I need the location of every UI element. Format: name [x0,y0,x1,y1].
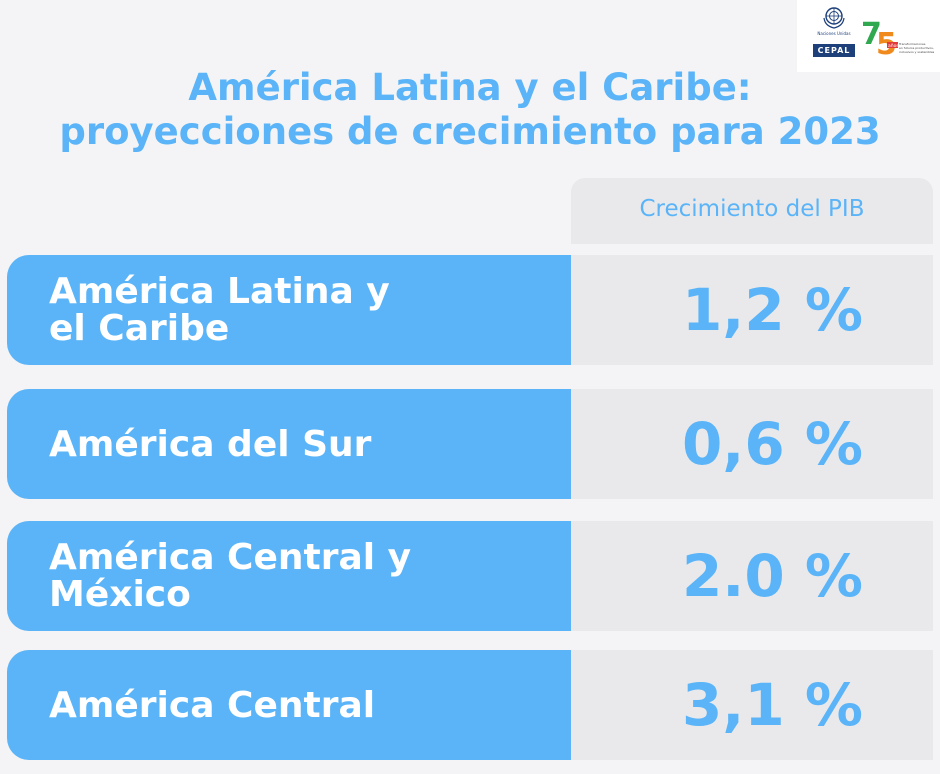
growth-cell: 0,6 % [571,389,933,499]
region-cell: América Latina y el Caribe [7,255,571,365]
growth-cell: 1,2 % [571,255,933,365]
un-label: Naciones Unidas [817,31,851,36]
table-row-central-america-mexico: América Central y México 2.0 % [7,521,933,631]
title-line-2: proyecciones de crecimiento para 2023 [59,110,881,153]
region-cell: América Central [7,650,571,760]
growth-cell: 2.0 % [571,521,933,631]
svg-text:años: años [888,43,899,49]
svg-text:7: 7 [861,17,882,52]
region-label: América Central y México [49,537,412,615]
svg-text:5: 5 [876,27,897,60]
growth-cell: 3,1 % [571,650,933,760]
growth-value: 2.0 % [681,542,863,610]
table-row-latin-america-caribbean: América Latina y el Caribe 1,2 % [7,255,933,365]
cepal-logo: CEPAL [813,44,855,57]
table-row-central-america: América Central 3,1 % [7,650,933,760]
gdp-growth-column-header: Crecimiento del PIB [571,178,933,244]
region-label: América Central [49,684,376,726]
growth-value: 3,1 % [681,671,863,739]
title-line-1: América Latina y el Caribe: [188,66,752,109]
table-row-south-america: América del Sur 0,6 % [7,389,933,499]
region-cell: América del Sur [7,389,571,499]
growth-value: 0,6 % [681,410,863,478]
growth-value: 1,2 % [681,276,863,344]
region-cell: América Central y México [7,521,571,631]
anniversary-75-logo: 7 5 años [861,17,899,60]
un-emblem-icon [823,7,845,29]
anniversary-text: Transformaciones en futuros productivos,… [899,42,935,54]
page-title: América Latina y el Caribe: proyecciones… [0,66,940,154]
logo-area: Naciones Unidas CEPAL 7 5 años Transform… [797,0,940,72]
region-label: América Latina y el Caribe [49,271,390,349]
region-label: América del Sur [49,423,372,465]
